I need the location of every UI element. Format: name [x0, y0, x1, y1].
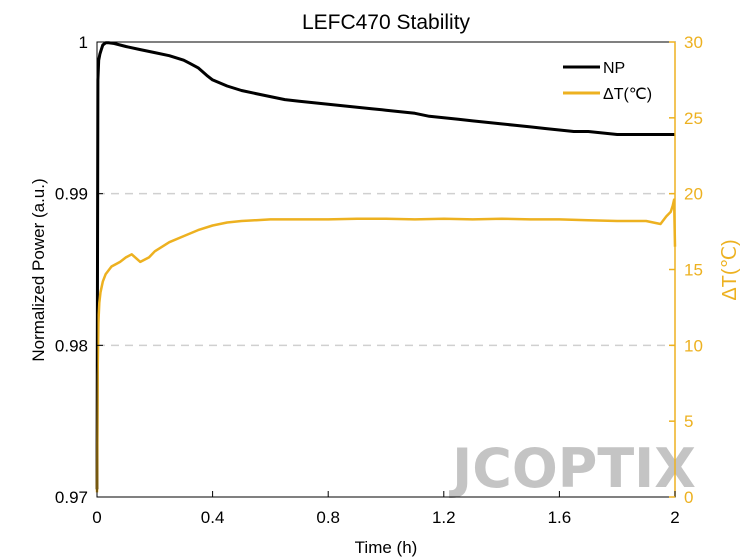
- y2-tick-label: 10: [684, 336, 703, 355]
- y-tick-label: 0.99: [55, 185, 88, 204]
- x-tick-label: 1.2: [432, 508, 456, 527]
- y2-tick-label: 25: [684, 109, 703, 128]
- x-axis: 0 0.4 0.8 1.2 1.6 2: [92, 491, 680, 527]
- y2-tick-label: 0: [684, 488, 693, 507]
- legend: NP ΔT(℃): [563, 60, 652, 103]
- y-tick-label: 0.97: [55, 488, 88, 507]
- y2-tick-label: 15: [684, 261, 703, 280]
- chart-title: LEFC470 Stability: [302, 11, 471, 34]
- y-axis-label: Normalized Power (a.u.): [29, 178, 48, 361]
- y-tick-label: 0.98: [55, 336, 88, 355]
- x-tick-label: 2: [670, 508, 679, 527]
- x-tick-label: 1.6: [548, 508, 572, 527]
- legend-label-dt: ΔT(℃): [603, 86, 652, 103]
- x-tick-label: 0.4: [201, 508, 225, 527]
- y-tick-label: 1: [79, 33, 88, 52]
- x-axis-label: Time (h): [355, 538, 418, 557]
- series-line-np: [95, 41, 675, 490]
- y2-axis-label: ΔT(℃): [719, 239, 741, 300]
- grid-lines: [97, 192, 675, 347]
- y-axis-left: 0.97 0.98 0.99 1: [55, 33, 103, 507]
- series-line-dt: [95, 198, 677, 493]
- y2-tick-label: 30: [684, 33, 703, 52]
- legend-label-np: NP: [603, 60, 625, 77]
- x-tick-label: 0: [92, 508, 101, 527]
- y-axis-right: 0 5 10 15 20 25 30: [669, 33, 703, 507]
- watermark-logo: JCOPTIX: [448, 437, 696, 500]
- y2-tick-label: 20: [684, 185, 703, 204]
- y2-tick-label: 5: [684, 412, 693, 431]
- x-tick-label: 0.8: [316, 508, 340, 527]
- series-layer: [95, 41, 677, 493]
